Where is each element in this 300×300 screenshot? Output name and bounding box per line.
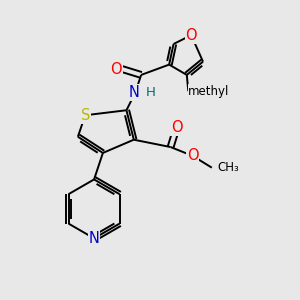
Text: O: O — [185, 28, 197, 43]
Text: O: O — [187, 148, 199, 164]
Text: CH₃: CH₃ — [218, 161, 239, 174]
Text: S: S — [80, 108, 90, 123]
Text: O: O — [110, 61, 122, 76]
Text: methyl: methyl — [188, 85, 230, 98]
Text: N: N — [88, 231, 100, 246]
Text: N: N — [128, 85, 139, 100]
Text: H: H — [146, 86, 155, 99]
Text: O: O — [171, 120, 182, 135]
